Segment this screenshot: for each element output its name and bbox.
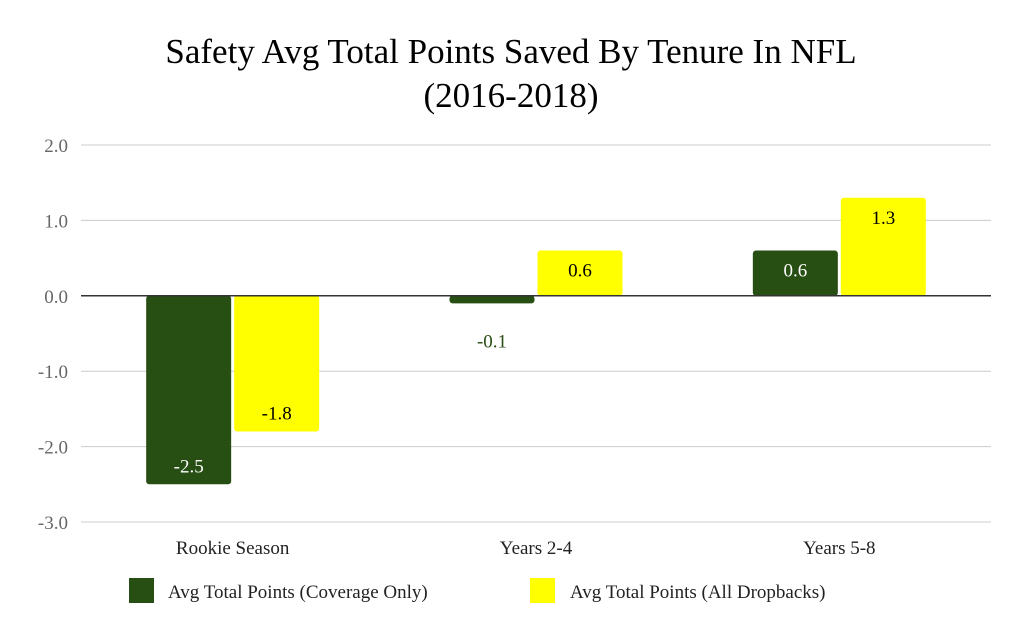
- legend-swatch: [129, 578, 154, 603]
- y-tick-label: -2.0: [38, 438, 68, 459]
- data-label: -1.8: [262, 404, 292, 425]
- x-tick-label: Years 5-8: [803, 538, 875, 559]
- data-label: -0.1: [477, 331, 507, 352]
- chart-title-line-1: Safety Avg Total Points Saved By Tenure …: [165, 32, 856, 71]
- y-tick-label: -3.0: [38, 513, 68, 534]
- data-label: 0.6: [568, 261, 592, 282]
- data-label: -2.5: [174, 456, 204, 477]
- bar: [234, 295, 320, 432]
- bar: [840, 197, 926, 296]
- x-tick-label: Years 2-4: [500, 538, 573, 559]
- bars: [146, 197, 926, 485]
- legend-swatch: [530, 578, 555, 603]
- legend-entry-label: Avg Total Points (All Dropbacks): [570, 582, 826, 603]
- legend-entry-label: Avg Total Points (Coverage Only): [168, 582, 428, 603]
- bar: [146, 295, 232, 485]
- bar: [537, 250, 623, 296]
- y-tick-label: 0.0: [44, 287, 68, 308]
- legend: Avg Total Points (Coverage Only) Avg Tota…: [129, 578, 826, 603]
- chart-title: Safety Avg Total Points Saved By Tenure …: [165, 32, 856, 115]
- y-tick-label: 1.0: [44, 211, 68, 232]
- chart-title-line-2: (2016-2018): [424, 76, 599, 115]
- data-label: 1.3: [871, 208, 895, 229]
- y-tick-label: -1.0: [38, 362, 68, 383]
- x-axis-category-labels: Rookie Season Years 2-4 Years 5-8: [176, 538, 876, 559]
- y-axis-tick-labels: 2.0 1.0 0.0 -1.0 -2.0 -3.0: [38, 136, 68, 534]
- data-label: 0.6: [783, 261, 807, 282]
- x-tick-label: Rookie Season: [176, 538, 290, 559]
- y-tick-label: 2.0: [44, 136, 68, 157]
- bar: [752, 250, 838, 296]
- data-labels: -2.5 -1.8 -0.1 0.6 0.6 1.3: [174, 208, 896, 478]
- bar: [449, 295, 535, 304]
